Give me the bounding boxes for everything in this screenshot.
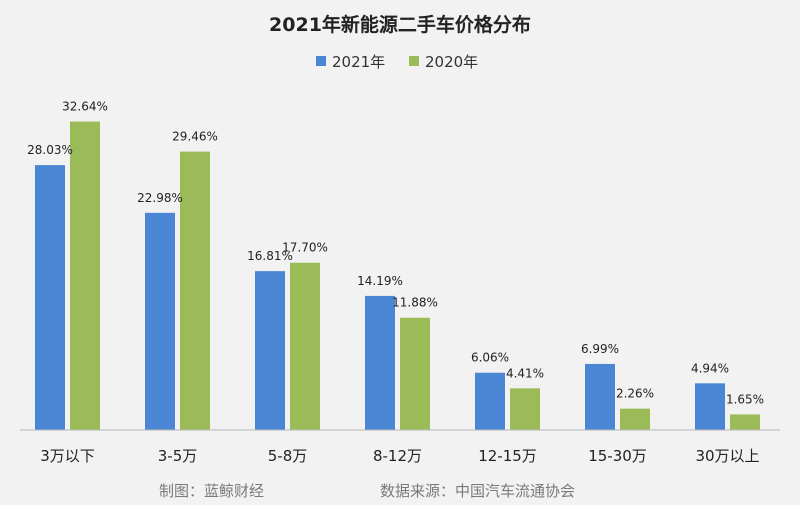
category-label-1: 3-5万 — [158, 447, 198, 465]
value-label-2021-3: 14.19% — [357, 274, 403, 288]
category-label-4: 12-15万 — [478, 447, 537, 465]
legend: 2021年 2020年 — [316, 53, 478, 71]
legend-label-2021: 2021年 — [332, 53, 385, 71]
footer-source: 数据来源：中国汽车流通协会 — [380, 482, 575, 500]
bar-2020-5 — [620, 408, 650, 430]
category-label-0: 3万以下 — [40, 447, 95, 465]
bar-2021-1 — [145, 212, 175, 430]
chart-title: 2021年新能源二手车价格分布 — [269, 13, 531, 36]
bar-2020-3 — [400, 317, 430, 430]
legend-swatch-2021 — [316, 56, 326, 66]
value-label-2021-4: 6.06% — [471, 351, 509, 365]
bar-2020-0 — [70, 121, 100, 430]
bar-2020-1 — [180, 151, 210, 430]
value-labels: 28.03% 32.64% 22.98% 29.46% 16.81%17.70% 14.1… — [27, 100, 764, 407]
bar-2021-6 — [695, 383, 725, 430]
category-label-5: 15-30万 — [588, 447, 647, 465]
bar-2021-5 — [585, 363, 615, 430]
bar-2020-6 — [730, 414, 760, 430]
value-label-2020-0: 32.64% — [62, 100, 108, 114]
value-label-2020-2: 17.70% — [282, 241, 328, 255]
value-label-2020-5: 2.26% — [616, 387, 654, 401]
value-label-2021-6: 4.94% — [691, 361, 729, 375]
category-labels: 3万以下 3-5万 5-8万 8-12万 12-15万 15-30万 30万以上 — [40, 447, 759, 465]
category-label-6: 30万以上 — [695, 447, 759, 465]
legend-label-2020: 2020年 — [425, 53, 478, 71]
value-label-2021-0: 28.03% — [27, 143, 73, 157]
value-label-2021-5: 6.99% — [581, 342, 619, 356]
bars — [35, 121, 760, 430]
bar-2021-3 — [365, 295, 395, 430]
value-label-2020-3: 11.88% — [392, 296, 438, 310]
bar-2020-4 — [510, 388, 540, 430]
value-label-2021-2: 16.81% — [247, 249, 293, 263]
value-label-2020-4: 4.41% — [506, 366, 544, 380]
legend-swatch-2020 — [409, 56, 419, 66]
bar-2021-4 — [475, 372, 505, 430]
value-label-2021-1: 22.98% — [137, 191, 183, 205]
category-label-2: 5-8万 — [268, 447, 308, 465]
value-label-2020-6: 1.65% — [726, 392, 764, 406]
bar-2020-2 — [290, 262, 320, 430]
value-label-2020-1: 29.46% — [172, 130, 218, 144]
category-label-3: 8-12万 — [373, 447, 422, 465]
bar-2021-2 — [255, 271, 285, 430]
footer-credit: 制图：蓝鲸财经 — [159, 482, 264, 500]
bar-2021-0 — [35, 165, 65, 430]
